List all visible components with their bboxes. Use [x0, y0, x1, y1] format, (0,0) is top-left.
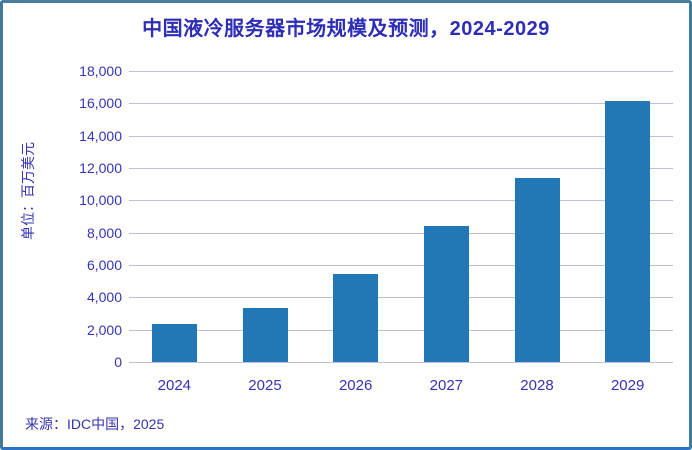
source-note: 来源：IDC中国，2025	[25, 416, 165, 432]
x-tick-label: 2027	[429, 377, 464, 394]
y-tick-label: 16,000	[79, 95, 122, 112]
gridline	[129, 362, 673, 363]
bar-2029	[605, 100, 651, 362]
x-tick-label: 2025	[248, 377, 282, 394]
y-tick-label: 10,000	[79, 192, 122, 209]
gridline	[129, 103, 673, 105]
y-tick-label: 2,000	[86, 321, 122, 338]
gridline	[129, 297, 673, 299]
y-tick-label: 8,000	[86, 224, 122, 241]
x-tick-label: 2028	[520, 377, 554, 394]
chart-title: 中国液冷服务器市场规模及预测，2024-2029	[142, 18, 550, 40]
gridline	[129, 168, 673, 169]
y-tick-label: 18,000	[79, 63, 122, 79]
y-tick-label: 0	[114, 354, 122, 370]
bar-2028	[514, 177, 560, 362]
y-tick-label: 4,000	[86, 289, 122, 306]
x-axis-tick-labels: 2024 2025 2026 2027 2028 2029	[129, 375, 673, 397]
chart-inner: 中国液冷服务器市场规模及预测，2024-2029 单位：百万美元 18,000 1…	[3, 3, 689, 447]
gridline	[129, 232, 673, 234]
bar-2027	[423, 226, 469, 362]
gridline	[129, 329, 673, 331]
x-tick-label: 2024	[157, 377, 192, 394]
bar-2024	[151, 324, 197, 362]
bar-2025	[242, 307, 288, 362]
gridline	[129, 265, 673, 266]
x-tick-label: 2029	[610, 377, 645, 394]
y-tick-label: 12,000	[79, 160, 122, 176]
x-tick-label: 2026	[338, 377, 373, 394]
y-tick-label: 14,000	[79, 127, 122, 144]
gridline	[129, 135, 673, 137]
y-tick-label: 6,000	[86, 257, 122, 273]
gridline	[129, 71, 673, 72]
plot-area	[129, 71, 673, 363]
gridline	[129, 200, 673, 202]
bar-2026	[333, 273, 379, 362]
